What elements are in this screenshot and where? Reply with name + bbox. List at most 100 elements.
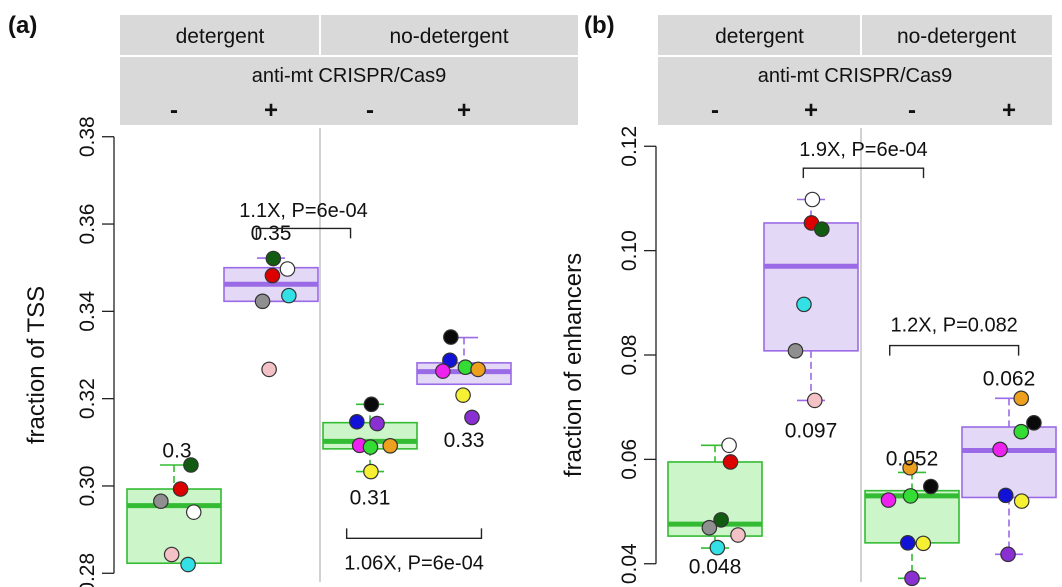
strip-label-detergent: detergent bbox=[715, 25, 804, 48]
y-tick-label: 0.34 bbox=[76, 291, 99, 332]
panel-label: (a) bbox=[8, 12, 37, 39]
sign-label: + bbox=[804, 97, 818, 124]
comparison-label: 1.9X, P=6e-04 bbox=[799, 139, 927, 161]
strip-sub-label: anti-mt CRISPR/Cas9 bbox=[758, 65, 953, 87]
median-value-label: 0.31 bbox=[350, 487, 391, 510]
data-point bbox=[369, 415, 385, 432]
data-point bbox=[1013, 390, 1030, 407]
strip-top-background bbox=[658, 15, 1052, 55]
data-point bbox=[904, 570, 920, 587]
box-body bbox=[961, 426, 1057, 499]
data-point bbox=[153, 493, 169, 510]
sign-label: + bbox=[457, 97, 471, 124]
data-point bbox=[265, 250, 282, 267]
data-point bbox=[880, 492, 897, 508]
median-value-label: 0.048 bbox=[689, 555, 742, 578]
strip-sub-label: anti-mt CRISPR/Cas9 bbox=[252, 65, 447, 87]
strip-label-detergent: detergent bbox=[176, 25, 265, 48]
data-point bbox=[997, 487, 1014, 504]
data-point bbox=[349, 413, 365, 430]
data-point bbox=[254, 293, 271, 310]
data-point bbox=[806, 392, 823, 409]
data-point bbox=[713, 512, 729, 528]
panel-b: (b) detergent no-detergent anti-mt CRISPR/C… bbox=[560, 12, 1057, 587]
data-point bbox=[721, 437, 737, 454]
strip-sub-background bbox=[658, 57, 1052, 125]
data-point bbox=[902, 488, 919, 504]
y-tick-label: 0.06 bbox=[618, 439, 641, 480]
data-point bbox=[464, 409, 480, 426]
data-point bbox=[180, 556, 196, 573]
median-value-label: 0.3 bbox=[162, 440, 191, 463]
data-point bbox=[442, 352, 458, 369]
comparison-label: 1.2X, P=0.082 bbox=[890, 315, 1017, 337]
data-point bbox=[787, 343, 804, 359]
data-point bbox=[261, 361, 277, 378]
panel-label: (b) bbox=[584, 12, 615, 39]
data-point bbox=[281, 287, 297, 304]
strip-top-background bbox=[120, 15, 578, 55]
sign-label: - bbox=[711, 97, 719, 124]
data-point bbox=[455, 387, 471, 403]
sign-label: + bbox=[1002, 97, 1016, 124]
y-tick-label: 0.30 bbox=[76, 466, 99, 507]
data-point bbox=[435, 363, 451, 379]
panel-a: (a) detergent no-detergent anti-mt CRISPR/C… bbox=[8, 12, 578, 587]
median-value-label: 0.052 bbox=[886, 447, 939, 470]
y-tick-label: 0.08 bbox=[618, 335, 641, 376]
data-point bbox=[163, 546, 180, 563]
y-tick-label: 0.10 bbox=[618, 230, 641, 271]
data-point bbox=[899, 535, 916, 551]
y-axis-label: fraction of TSS bbox=[23, 286, 50, 444]
data-point bbox=[279, 261, 296, 277]
data-point bbox=[709, 539, 726, 556]
strip-label-no-detergent: no-detergent bbox=[897, 25, 1016, 48]
y-axis-label: fraction of enhancers bbox=[560, 253, 587, 477]
data-point bbox=[1013, 423, 1030, 440]
y-tick-label: 0.32 bbox=[76, 378, 99, 419]
data-point bbox=[362, 439, 379, 455]
data-point bbox=[915, 535, 932, 552]
data-point bbox=[992, 441, 1008, 458]
data-point bbox=[363, 463, 379, 480]
data-point bbox=[1026, 415, 1042, 431]
data-point bbox=[363, 396, 380, 413]
data-point bbox=[814, 221, 830, 238]
data-point bbox=[457, 359, 474, 376]
data-point bbox=[1000, 546, 1016, 563]
data-point bbox=[796, 296, 812, 313]
median-value-label: 0.33 bbox=[444, 429, 485, 452]
sign-label: - bbox=[908, 97, 916, 124]
data-point bbox=[185, 504, 202, 520]
data-point bbox=[804, 191, 821, 208]
data-point bbox=[902, 459, 918, 476]
sign-label: + bbox=[264, 97, 278, 124]
data-point bbox=[264, 267, 281, 284]
strip-sub-background bbox=[120, 57, 578, 125]
data-point bbox=[730, 527, 746, 543]
data-point bbox=[922, 478, 939, 495]
box-body bbox=[763, 222, 859, 352]
data-point bbox=[183, 457, 199, 473]
data-point bbox=[701, 519, 718, 536]
y-tick-label: 0.28 bbox=[76, 553, 99, 587]
data-point bbox=[382, 437, 399, 454]
data-point bbox=[722, 454, 739, 470]
comparison-bracket bbox=[889, 344, 1020, 356]
median-value-label: 0.097 bbox=[785, 420, 838, 443]
sign-label: - bbox=[366, 97, 374, 124]
y-tick-label: 0.12 bbox=[618, 126, 641, 167]
data-point bbox=[470, 361, 486, 378]
sign-label: - bbox=[170, 97, 178, 124]
strip-label-no-detergent: no-detergent bbox=[389, 25, 508, 48]
y-tick-label: 0.38 bbox=[76, 116, 99, 157]
data-point bbox=[443, 329, 459, 345]
comparison-bracket bbox=[255, 227, 352, 239]
y-tick-label: 0.36 bbox=[76, 204, 99, 245]
y-tick-label: 0.04 bbox=[618, 543, 641, 584]
data-point bbox=[1013, 493, 1030, 509]
data-point bbox=[172, 481, 189, 497]
comparison-bracket bbox=[802, 167, 925, 179]
comparison-label: 1.1X, P=6e-04 bbox=[239, 200, 367, 222]
